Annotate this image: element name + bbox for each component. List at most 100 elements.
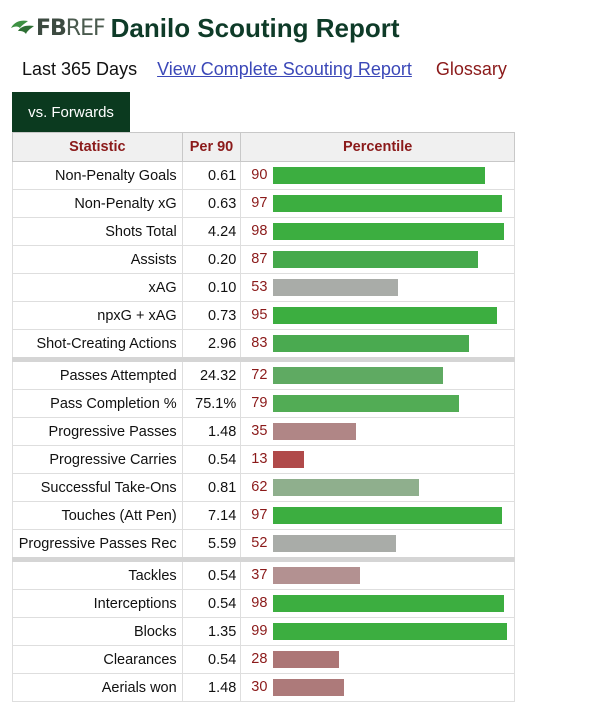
percentile-cell: 87 xyxy=(240,245,515,274)
percentile-bar xyxy=(273,507,503,524)
col-header-statistic[interactable]: Statistic xyxy=(12,132,183,162)
table-row: Assists 0.20 87 xyxy=(12,245,515,274)
percentile-cell: 79 xyxy=(240,389,515,418)
per90-value: 24.32 xyxy=(181,357,242,390)
per90-value: 0.81 xyxy=(181,473,242,502)
per90-value: 5.59 xyxy=(181,529,242,560)
percentile-cell: 97 xyxy=(240,501,515,530)
percentile-bar xyxy=(273,595,505,612)
table-row: Aerials won 1.48 30 xyxy=(12,673,515,702)
stat-name: Successful Take-Ons xyxy=(12,473,183,502)
per90-value: 0.54 xyxy=(181,589,242,618)
percentile-value: 52 xyxy=(251,535,268,551)
percentile-value: 35 xyxy=(251,423,268,439)
stat-name: Pass Completion % xyxy=(12,389,183,418)
table-row: Non-Penalty xG 0.63 97 xyxy=(12,189,515,218)
percentile-value: 99 xyxy=(251,623,268,639)
per90-value: 0.63 xyxy=(181,189,242,218)
percentile-cell: 99 xyxy=(240,617,515,646)
stat-name: Progressive Passes xyxy=(12,417,183,446)
stat-name: npxG + xAG xyxy=(12,301,183,330)
percentile-cell: 53 xyxy=(240,273,515,302)
table-row: Interceptions 0.54 98 xyxy=(12,589,515,618)
percentile-value: 79 xyxy=(251,395,268,411)
percentile-value: 98 xyxy=(251,595,268,611)
percentile-value: 98 xyxy=(251,223,268,239)
stat-name: Interceptions xyxy=(12,589,183,618)
percentile-value: 97 xyxy=(251,507,268,523)
table-row: Blocks 1.35 99 xyxy=(12,617,515,646)
percentile-value: 87 xyxy=(251,251,268,267)
per90-value: 7.14 xyxy=(181,501,242,530)
table-row: Shots Total 4.24 98 xyxy=(12,217,515,246)
glossary-link[interactable]: Glossary xyxy=(435,58,507,79)
table-row: Progressive Carries 0.54 13 xyxy=(12,445,515,474)
percentile-bar xyxy=(273,651,340,668)
percentile-cell: 83 xyxy=(240,329,515,360)
per90-value: 1.48 xyxy=(181,417,242,446)
percentile-value: 37 xyxy=(251,567,268,583)
table-row: Clearances 0.54 28 xyxy=(12,645,515,674)
percentile-bar xyxy=(273,307,498,324)
stat-name: Assists xyxy=(12,245,183,274)
tab-vs-forwards[interactable]: vs. Forwards xyxy=(12,92,130,132)
col-header-percentile[interactable]: Percentile xyxy=(240,132,515,162)
percentile-cell: 98 xyxy=(240,589,515,618)
stat-name: Shot-Creating Actions xyxy=(12,329,183,360)
percentile-cell: 95 xyxy=(240,301,515,330)
per90-value: 0.73 xyxy=(181,301,242,330)
stat-name: Non-Penalty xG xyxy=(12,189,183,218)
percentile-cell: 97 xyxy=(240,189,515,218)
stat-name: Touches (Att Pen) xyxy=(12,501,183,530)
per90-value: 1.48 xyxy=(181,673,242,702)
percentile-value: 97 xyxy=(251,195,268,211)
table-row: Progressive Passes Rec 5.59 52 xyxy=(12,529,515,560)
per90-value: 75.1% xyxy=(181,389,242,418)
percentile-cell: 13 xyxy=(240,445,515,474)
per90-value: 0.61 xyxy=(181,161,242,190)
stat-name: Non-Penalty Goals xyxy=(12,161,183,190)
per90-value: 0.54 xyxy=(181,557,242,590)
full-report-link[interactable]: View Complete Scouting Report xyxy=(157,58,412,79)
per90-value: 1.35 xyxy=(181,617,242,646)
table-row: Pass Completion % 75.1% 79 xyxy=(12,389,515,418)
percentile-bar xyxy=(273,679,345,696)
per90-value: 2.96 xyxy=(181,329,242,360)
table-row: Shot-Creating Actions 2.96 83 xyxy=(12,329,515,360)
per90-value: 0.54 xyxy=(181,645,242,674)
percentile-cell: 52 xyxy=(240,529,515,560)
percentile-bar xyxy=(273,251,479,268)
percentile-cell: 30 xyxy=(240,673,515,702)
percentile-cell: 72 xyxy=(240,357,515,390)
percentile-bar xyxy=(273,223,505,240)
table-row: Progressive Passes 1.48 35 xyxy=(12,417,515,446)
table-row: npxG + xAG 0.73 95 xyxy=(12,301,515,330)
percentile-value: 62 xyxy=(251,479,268,495)
percentile-bar xyxy=(273,335,470,352)
table-header-row: Statistic Per 90 Percentile xyxy=(12,132,515,162)
per90-value: 0.54 xyxy=(181,445,242,474)
table-row: xAG 0.10 53 xyxy=(12,273,515,302)
percentile-cell: 35 xyxy=(240,417,515,446)
logo-text: FBREF xyxy=(36,15,106,41)
period-label: Last 365 Days xyxy=(22,58,138,79)
stat-name: Aerials won xyxy=(12,673,183,702)
stat-name: Blocks xyxy=(12,617,183,646)
stat-name: Progressive Carries xyxy=(12,445,183,474)
report-subnav: Last 365 Days View Complete Scouting Rep… xyxy=(22,57,507,81)
fbref-logo[interactable]: FBREF xyxy=(10,15,106,41)
col-header-per90[interactable]: Per 90 xyxy=(181,132,242,162)
percentile-value: 90 xyxy=(251,167,268,183)
percentile-bar xyxy=(273,167,486,184)
percentile-value: 83 xyxy=(251,335,268,351)
page-title: Danilo Scouting Report xyxy=(110,12,400,43)
table-row: Touches (Att Pen) 7.14 97 xyxy=(12,501,515,530)
percentile-cell: 62 xyxy=(240,473,515,502)
percentile-bar xyxy=(273,535,397,552)
stat-name: Shots Total xyxy=(12,217,183,246)
stat-name: Passes Attempted xyxy=(12,357,183,390)
percentile-bar xyxy=(273,367,444,384)
percentile-value: 13 xyxy=(251,451,268,467)
fbref-logo-icon xyxy=(11,20,34,34)
per90-value: 0.20 xyxy=(181,245,242,274)
